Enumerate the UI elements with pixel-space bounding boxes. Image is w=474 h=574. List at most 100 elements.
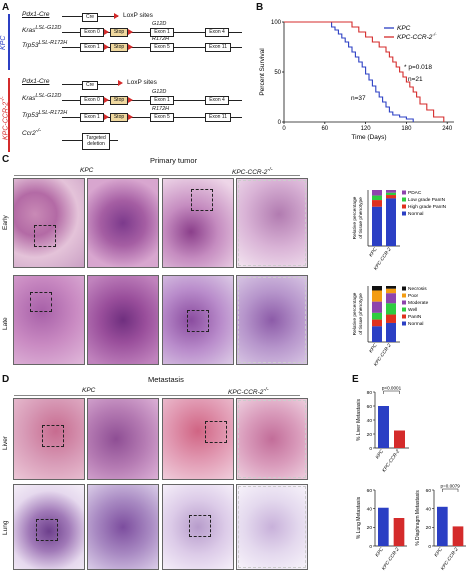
stack-segment [372, 195, 382, 201]
bar [437, 506, 448, 546]
y-tick-label: 40 [426, 506, 432, 512]
pval-bracket [442, 488, 459, 492]
y-axis-label: % Liver Metastasis [356, 399, 362, 441]
x-tick-label: 240 [442, 126, 453, 132]
col-kpc-d: KPC [82, 387, 96, 394]
histo-d-kpc-liver-low [13, 398, 85, 480]
y-tick-label: 20 [367, 432, 373, 438]
y-tick-label: 40 [367, 506, 373, 512]
y-tick-label: 100 [271, 20, 282, 26]
exon1-box: Exon 1 [150, 28, 174, 37]
stack-segment [372, 206, 382, 246]
kpc-side-label: KPC [0, 35, 7, 50]
y-tick-label: 80 [367, 390, 373, 396]
legend-ccr: KPC-CCR-2-/- [397, 32, 437, 41]
legend-swatch [402, 321, 406, 326]
stack-segment [386, 288, 396, 294]
pval-label: p=0.0079 [441, 484, 461, 489]
histo-d-kpc-liver-high [87, 398, 159, 480]
legend-swatch [402, 307, 406, 312]
y-label-2: of tissue phenotype [358, 293, 364, 335]
bar [378, 406, 389, 448]
gene-trp53: Trp53LSL-R172H [22, 40, 68, 50]
histo-d-ccr-liver-high [236, 398, 308, 480]
bar [378, 507, 389, 546]
col-ccr-d: KPC-CCR-2-/- [228, 387, 269, 397]
histo-c-ccr-late-high [236, 275, 308, 365]
x-axis-label: Time (Days) [351, 134, 386, 141]
panel-label-b: B [256, 2, 264, 13]
primary-tumor-title: Primary tumor [150, 156, 198, 165]
row-late: Late [2, 317, 9, 330]
legend-swatch [402, 293, 406, 298]
y-tick-label: 60 [426, 488, 432, 494]
y-label-2: of tissue phenotype [358, 197, 364, 239]
survival-line-1 [284, 21, 445, 122]
targeted-deletion-box: Targeted deletion [82, 133, 110, 150]
n37-annotation: n=37 [351, 95, 366, 102]
exon0-box: Exon 0 [80, 28, 104, 37]
stack-segment [372, 312, 382, 320]
early-phenotype-chart: Relative percentage of tissue phenotype KP… [352, 190, 447, 272]
legend-swatch [402, 286, 406, 291]
y-axis-label: % Lung Metastasis [356, 496, 362, 539]
y-tick-label: 0 [369, 544, 372, 550]
x-tick-label: 0 [282, 126, 286, 132]
stack-segment [372, 286, 382, 291]
stack-segment [372, 319, 382, 327]
y-label-1: Relative percentage [352, 292, 358, 335]
bar [452, 526, 464, 546]
legend-swatch [402, 300, 406, 305]
stack-segment [386, 303, 396, 315]
stack-segment [386, 314, 396, 323]
stack-segment [386, 192, 396, 196]
legend-entry: Poor [408, 293, 419, 299]
histo-c-ccr-early-high [236, 178, 308, 268]
exon5-box: Exon 5 [150, 43, 174, 52]
histo-c-kpc-late-low [13, 275, 85, 365]
y-tick-label: 20 [426, 525, 432, 531]
histo-c-kpc-early-high [87, 178, 159, 268]
y-label-1: Relative percentage [352, 196, 358, 239]
y-axis-label: Percent Survival [259, 48, 266, 96]
histo-d-ccr-lung-low [162, 484, 234, 570]
y-tick-label: 60 [367, 404, 373, 410]
bar [394, 430, 405, 448]
exon4-box: Exon 4 [205, 28, 229, 37]
loxp-label: LoxP sites [123, 12, 153, 19]
legend-swatch [402, 211, 406, 216]
legend-swatch [402, 204, 406, 209]
legend-entry: Normal [408, 321, 423, 327]
y-tick-label: 0 [369, 446, 372, 452]
n21-annotation: n=21 [408, 76, 423, 83]
stack-segment [386, 190, 396, 193]
panel-label-a: A [2, 2, 10, 13]
stack-segment [372, 200, 382, 207]
survival-line-0 [284, 21, 414, 122]
stack-segment [372, 190, 382, 196]
stack-segment [386, 322, 396, 342]
ccr-side-label: KPC-CCR-2-/- [0, 96, 10, 140]
category-label: KPC [374, 546, 385, 558]
y-tick-label: 20 [367, 525, 373, 531]
loxp-marker [114, 13, 119, 19]
survival-chart: 0 50 100 0 60 120 180 240 Time (Days) Percent Sur… [259, 20, 454, 141]
histo-d-kpc-lung-low [13, 484, 85, 570]
cre-box: Cre [82, 13, 98, 22]
stack-segment [386, 198, 396, 246]
category-label: KPC [375, 448, 386, 460]
y-tick-label: 0 [428, 544, 431, 550]
stack-segment [386, 293, 396, 304]
gene-ccr2: Ccr2-/- [22, 128, 41, 138]
stack-segment [386, 195, 396, 199]
x-tick-label: 180 [401, 126, 412, 132]
y-tick-label: 60 [367, 488, 373, 494]
bar [393, 518, 405, 546]
row-liver: Liver [2, 435, 9, 450]
y-tick-label: 40 [367, 418, 373, 424]
panel-label-d: D [2, 374, 10, 385]
gene-kras: KrasLSL-G12D [22, 25, 62, 35]
gene-pdx1: Pdx1-Cre [22, 11, 50, 18]
y-tick-label: 50 [274, 70, 281, 76]
